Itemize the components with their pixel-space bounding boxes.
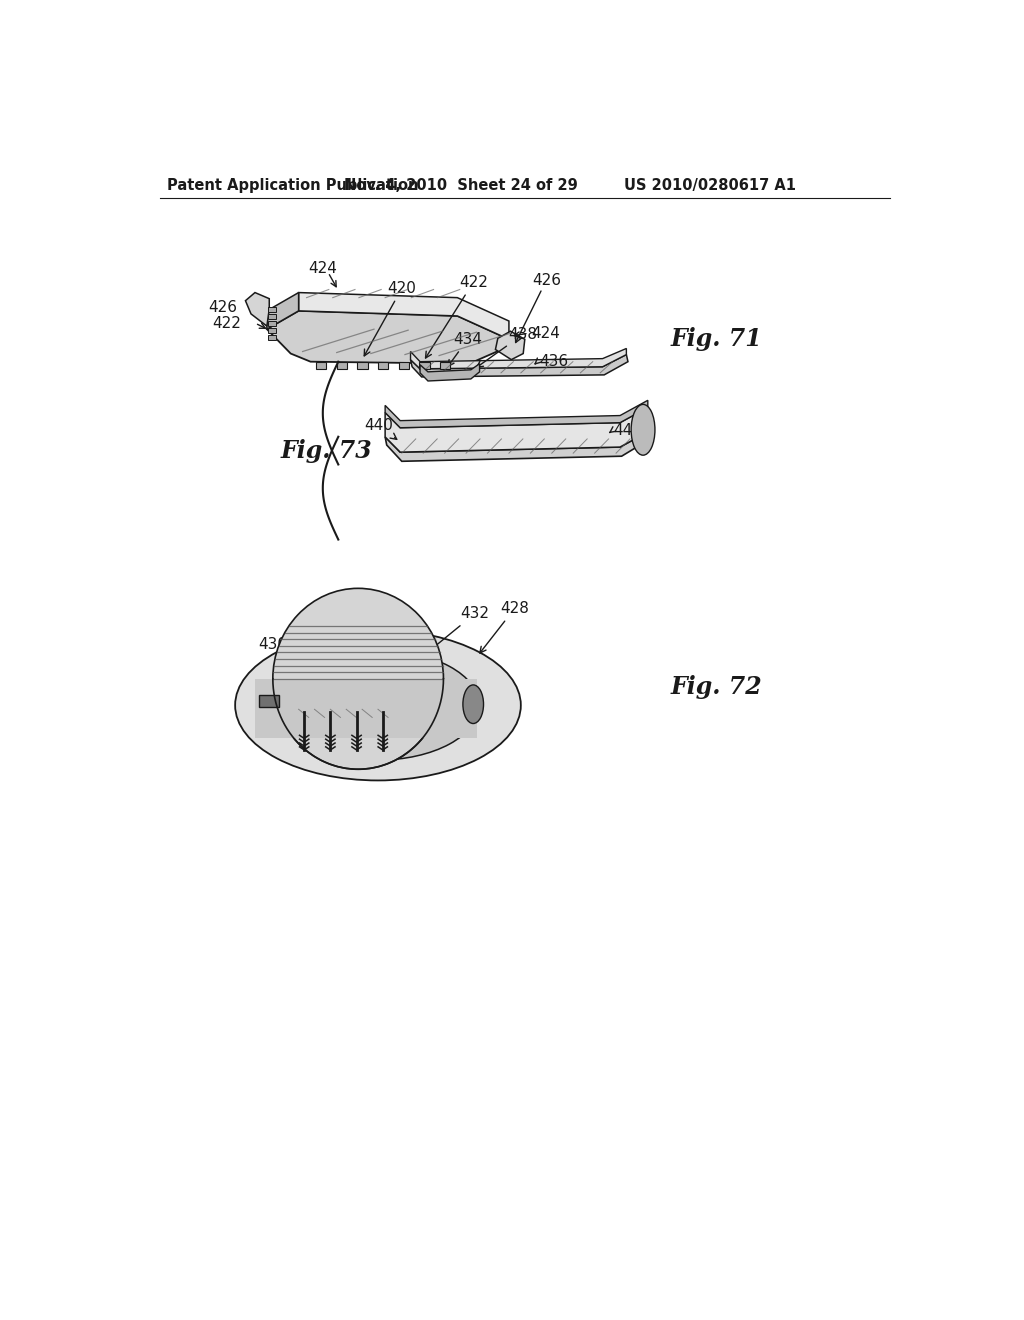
Ellipse shape [276,651,479,760]
Text: 424: 424 [531,326,560,341]
Polygon shape [255,678,477,738]
Polygon shape [299,293,509,339]
Text: 438: 438 [477,327,538,367]
Text: 424: 424 [308,260,337,276]
Polygon shape [316,362,327,368]
Text: 420: 420 [365,281,416,356]
Polygon shape [440,362,451,368]
Ellipse shape [272,589,443,770]
Ellipse shape [236,630,521,780]
Polygon shape [378,362,388,368]
Polygon shape [259,696,279,708]
Text: Fig. 73: Fig. 73 [281,440,372,463]
Text: 436: 436 [539,354,568,370]
Polygon shape [246,293,269,326]
Polygon shape [267,329,275,333]
Text: Nov. 4, 2010  Sheet 24 of 29: Nov. 4, 2010 Sheet 24 of 29 [344,178,579,193]
Polygon shape [411,348,627,368]
Text: 432: 432 [423,606,489,656]
Text: Patent Application Publication: Patent Application Publication [167,178,418,193]
Polygon shape [496,331,524,359]
Polygon shape [385,408,648,453]
Text: 430: 430 [259,636,323,722]
Text: US 2010/0280617 A1: US 2010/0280617 A1 [624,178,796,193]
Text: Fig. 72: Fig. 72 [671,675,762,698]
Text: 442: 442 [613,424,642,438]
Polygon shape [267,293,299,329]
Text: 426: 426 [209,301,238,315]
Polygon shape [337,362,347,368]
Polygon shape [398,362,409,368]
Polygon shape [267,321,275,326]
Polygon shape [411,355,628,378]
Ellipse shape [463,685,483,723]
Text: 422: 422 [212,315,241,330]
Polygon shape [267,306,275,312]
Text: 440: 440 [365,418,396,440]
Text: 428: 428 [480,601,529,653]
Polygon shape [385,400,648,428]
Polygon shape [385,432,650,461]
Polygon shape [267,335,275,341]
Text: 422: 422 [426,275,487,358]
Text: 426: 426 [532,273,562,288]
Polygon shape [357,362,368,368]
Polygon shape [420,364,479,381]
Polygon shape [267,314,275,319]
Text: 434: 434 [447,331,482,367]
Polygon shape [419,362,430,368]
Ellipse shape [631,404,655,455]
Polygon shape [267,312,509,364]
Text: Fig. 71: Fig. 71 [671,327,762,351]
